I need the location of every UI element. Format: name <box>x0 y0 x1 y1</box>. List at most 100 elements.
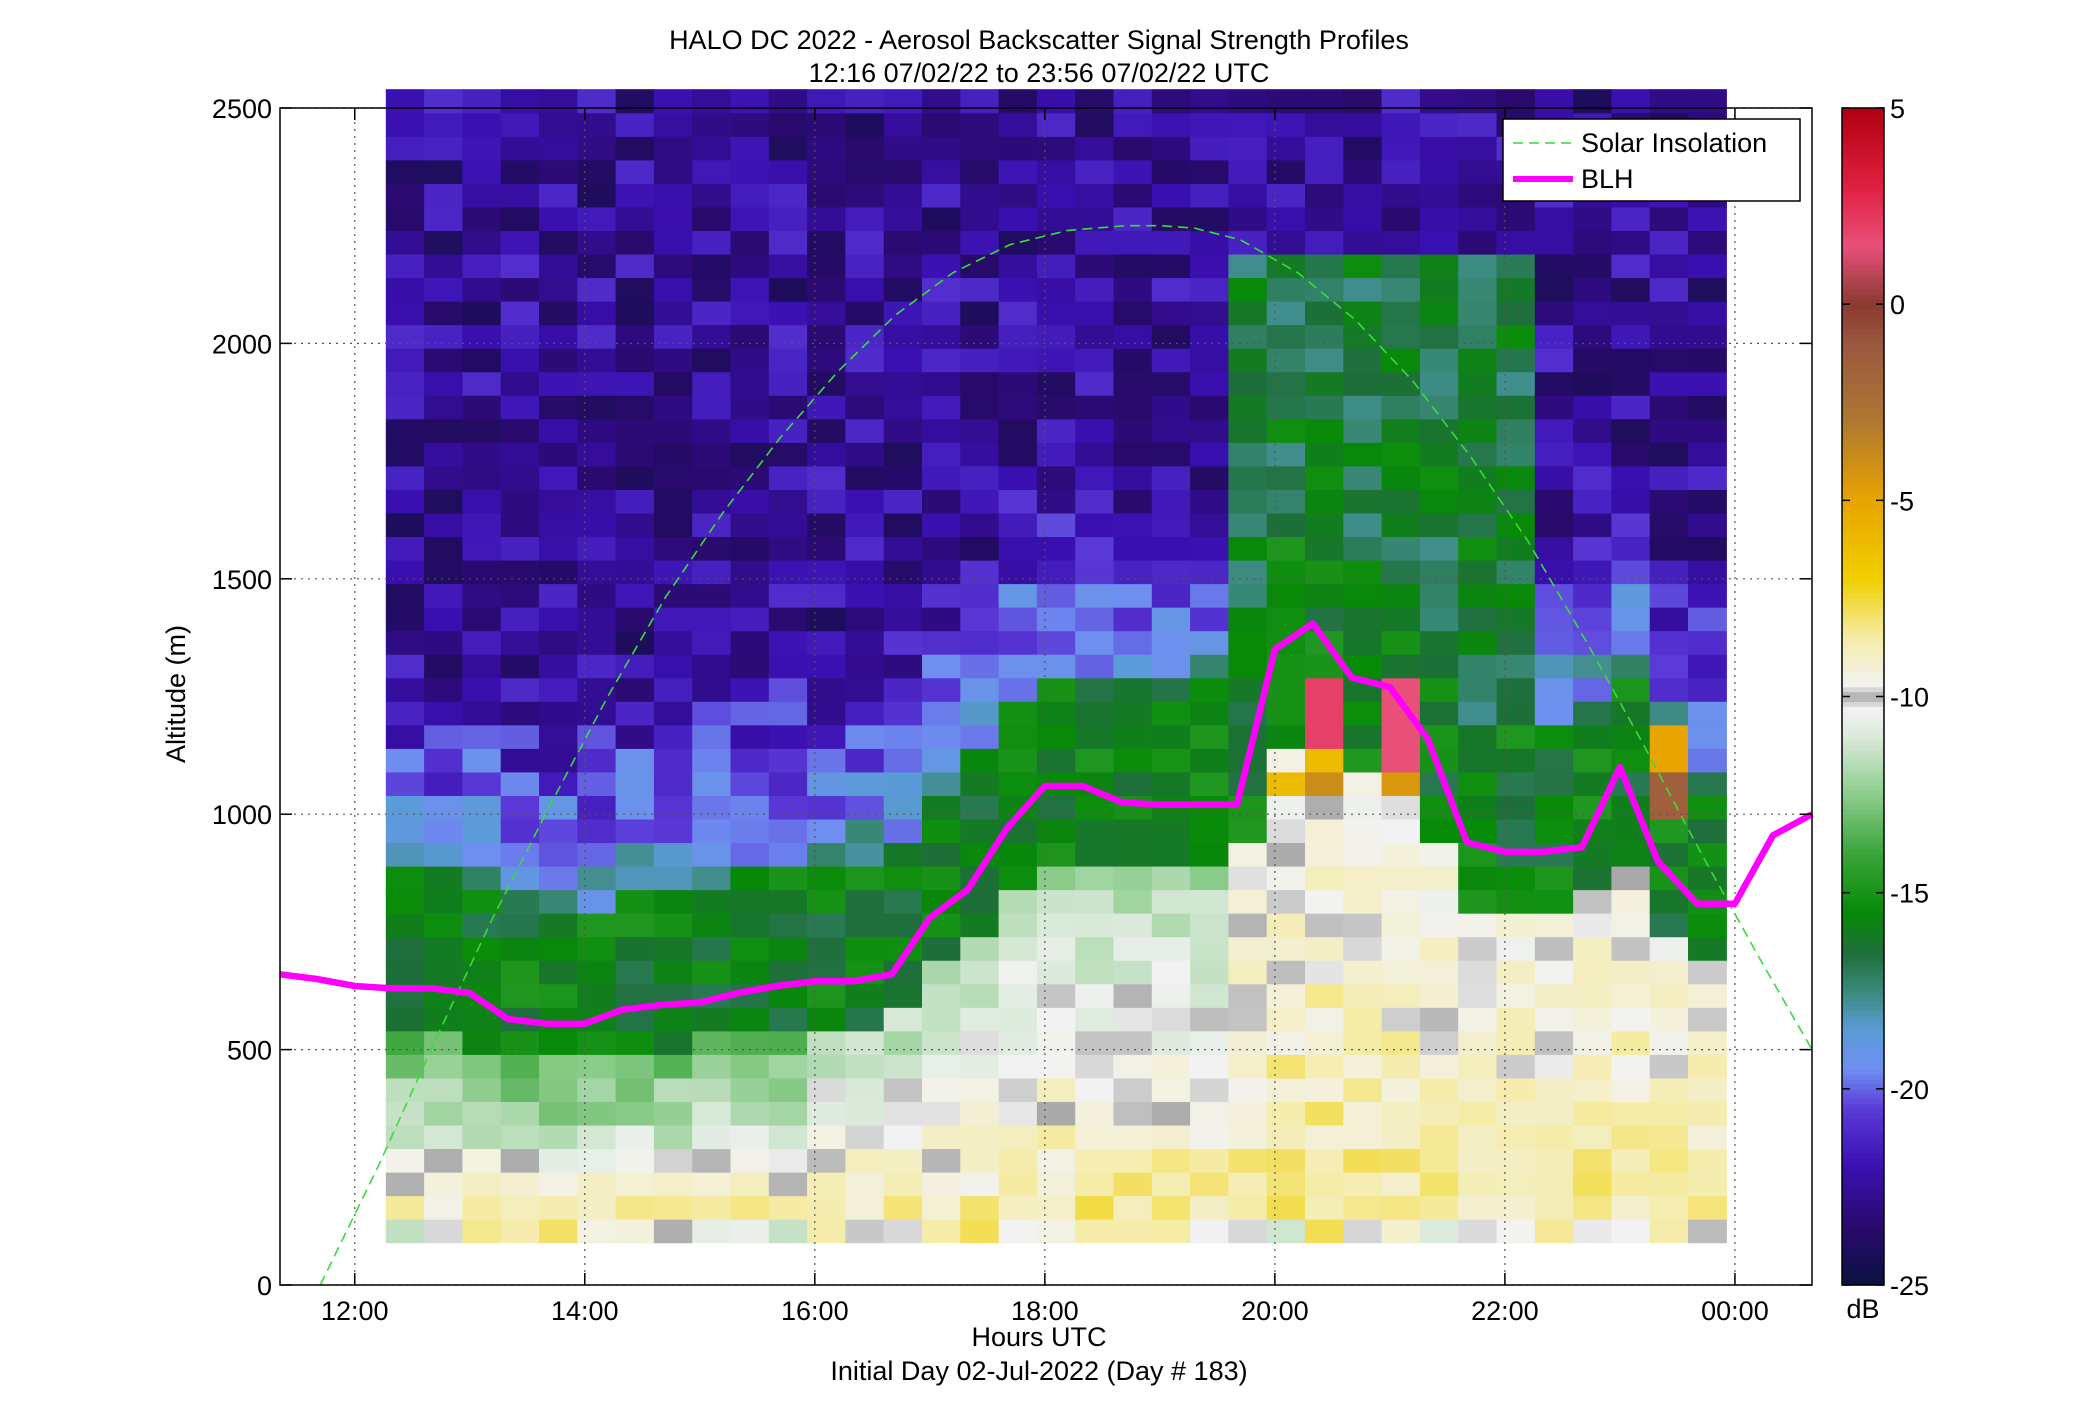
colorbar-segment <box>1842 995 1884 1002</box>
heatmap-cell <box>730 559 770 585</box>
colorbar-segment <box>1842 1191 1884 1198</box>
heatmap-cell <box>1343 1195 1383 1220</box>
colorbar-segment <box>1842 1196 1884 1203</box>
heatmap-cell <box>1343 583 1383 608</box>
heatmap-cell <box>1534 677 1574 702</box>
heatmap-cell <box>1113 136 1153 161</box>
heatmap-cell <box>1305 536 1344 561</box>
heatmap-cell <box>1075 277 1115 302</box>
heatmap-cell <box>1688 960 1727 985</box>
colorbar-segment <box>1842 441 1884 447</box>
colorbar-segment <box>1842 367 1884 374</box>
colorbar-segment <box>1842 1231 1884 1237</box>
heatmap-cell <box>692 324 732 349</box>
heatmap-cell <box>385 89 425 114</box>
heatmap-cell <box>1649 442 1689 467</box>
heatmap-cell <box>1381 842 1421 867</box>
colorbar-segment <box>1842 466 1884 472</box>
heatmap-cell <box>1113 230 1153 255</box>
heatmap-cell <box>653 230 693 255</box>
colorbar-segment <box>1842 132 1884 139</box>
heatmap-cell <box>1649 818 1689 844</box>
heatmap-cell <box>500 277 540 302</box>
heatmap-cell <box>1036 418 1076 443</box>
heatmap-cell <box>424 442 464 467</box>
heatmap-cell <box>1573 1077 1613 1102</box>
heatmap-cell <box>692 583 732 608</box>
heatmap-cell <box>1496 277 1536 302</box>
colorbar-segment <box>1842 1132 1884 1139</box>
heatmap-cell <box>385 889 425 914</box>
colorbar-segment <box>1842 627 1884 634</box>
heatmap-cell <box>1688 418 1727 443</box>
heatmap-cell <box>1649 1195 1689 1220</box>
heatmap-cell <box>768 348 808 373</box>
heatmap-cell <box>1190 253 1230 279</box>
heatmap-cell <box>807 536 847 561</box>
heatmap-cell <box>692 818 732 844</box>
heatmap-cell <box>1266 348 1306 373</box>
heatmap-cell <box>462 607 502 632</box>
heatmap-cell <box>845 348 885 373</box>
heatmap-cell <box>807 771 847 796</box>
heatmap-cell <box>1381 301 1421 326</box>
heatmap-cell <box>1534 983 1574 1008</box>
heatmap-cell <box>1496 630 1536 655</box>
heatmap-cell <box>500 1124 540 1150</box>
heatmap-cell <box>385 677 425 702</box>
heatmap-cell <box>1305 253 1344 279</box>
heatmap-cell <box>653 607 693 632</box>
heatmap-cell <box>1113 1054 1153 1079</box>
heatmap-cell <box>960 348 1000 373</box>
heatmap-cell <box>1113 348 1153 373</box>
heatmap-cell <box>768 253 808 279</box>
heatmap-cell <box>1381 795 1421 820</box>
heatmap-cell <box>1573 418 1613 443</box>
heatmap-cell <box>845 183 885 208</box>
heatmap-cell <box>1075 230 1115 255</box>
heatmap-cell <box>577 183 617 208</box>
heatmap-cell <box>539 465 578 490</box>
heatmap-cell <box>807 159 847 184</box>
heatmap-cell <box>577 818 617 844</box>
heatmap-cell <box>807 1195 847 1220</box>
heatmap-cell <box>998 1172 1038 1197</box>
heatmap-cell <box>424 512 464 538</box>
heatmap-cell <box>1419 913 1459 938</box>
heatmap-cell <box>807 206 847 232</box>
colorbar-segment <box>1842 264 1884 271</box>
heatmap-cell <box>768 1007 808 1032</box>
heatmap-cell <box>385 418 425 443</box>
heatmap-cell <box>1036 253 1076 279</box>
heatmap-cell <box>539 112 578 137</box>
heatmap-cell <box>500 89 540 114</box>
heatmap-cell <box>1458 1054 1498 1079</box>
heatmap-cell <box>1381 1007 1421 1032</box>
heatmap-cell <box>1036 1148 1076 1173</box>
colorbar-segment <box>1842 1108 1884 1114</box>
heatmap-cell <box>1573 913 1613 938</box>
colorbar-segment <box>1842 397 1884 403</box>
heatmap-cell <box>1381 654 1421 679</box>
colorbar-segment <box>1842 917 1884 923</box>
heatmap-cell <box>692 1124 732 1150</box>
heatmap-cell <box>883 983 923 1008</box>
heatmap-cell <box>922 1007 961 1032</box>
heatmap-cell <box>768 654 808 679</box>
heatmap-cell <box>807 1054 847 1079</box>
heatmap-cell <box>768 583 808 608</box>
heatmap-cell <box>539 701 578 726</box>
heatmap-cell <box>1649 512 1689 538</box>
heatmap-cell <box>998 89 1038 114</box>
heatmap-cell <box>998 1077 1038 1102</box>
colorbar-segment <box>1842 1142 1884 1149</box>
heatmap-cell <box>1343 136 1383 161</box>
heatmap-cell <box>539 1030 578 1055</box>
heatmap-cell <box>539 418 578 443</box>
heatmap-cell <box>653 1101 693 1126</box>
heatmap-cell <box>385 371 425 396</box>
heatmap-cell <box>1036 230 1076 255</box>
heatmap-cell <box>1151 936 1191 961</box>
heatmap-cell <box>998 748 1038 773</box>
heatmap-cell <box>730 960 770 985</box>
